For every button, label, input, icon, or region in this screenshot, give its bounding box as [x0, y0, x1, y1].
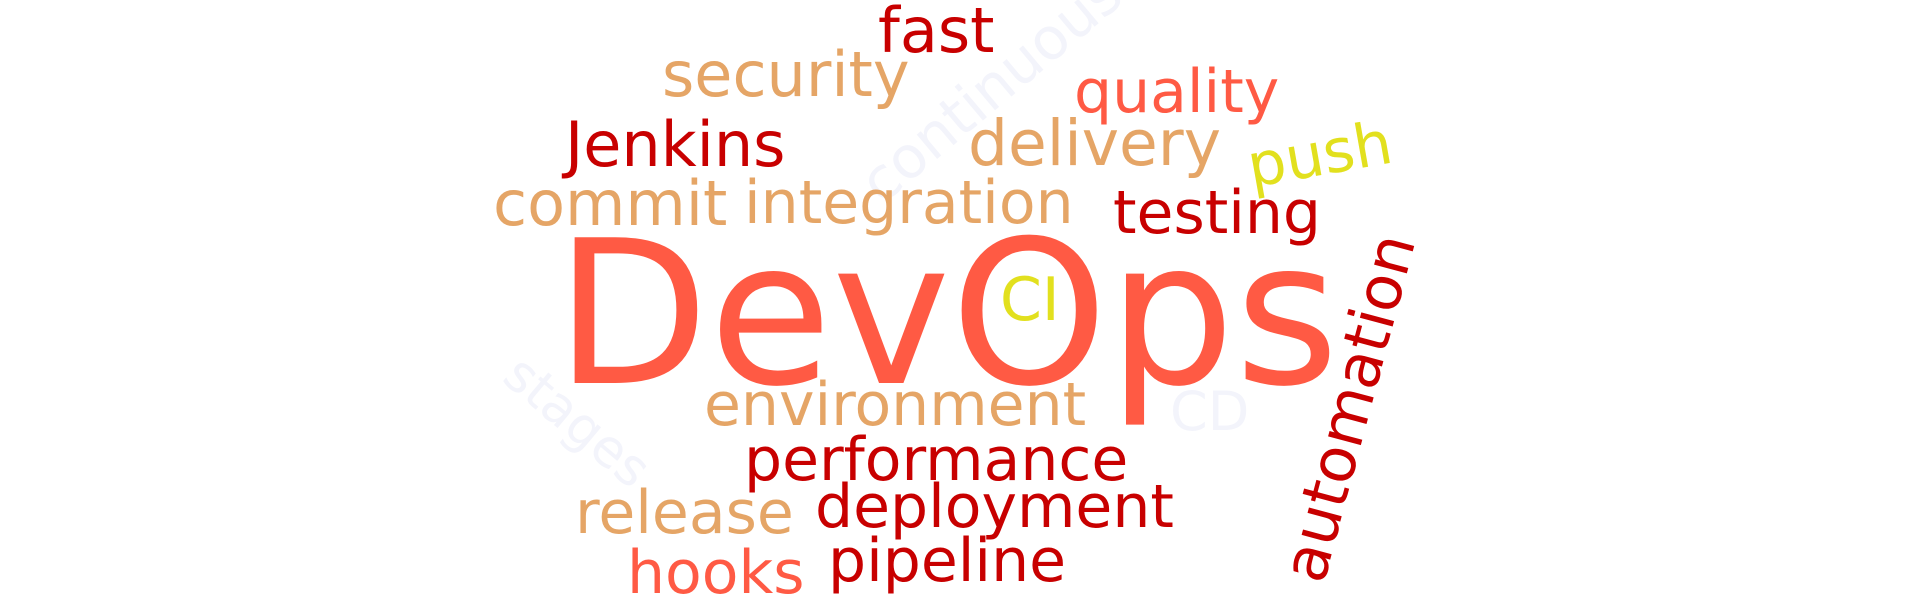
word-release: release — [575, 478, 794, 548]
word-jenkins: Jenkins — [565, 108, 786, 181]
word-quality: quality — [1074, 57, 1280, 127]
word-testing: testing — [1113, 178, 1322, 248]
word-devops: DevOps — [555, 198, 1339, 431]
word-environment: environment — [704, 370, 1087, 440]
word-hooks: hooks — [627, 538, 805, 600]
word-deployment: deployment — [815, 472, 1174, 542]
word-fast: fast — [878, 0, 995, 67]
word-security: security — [662, 38, 910, 111]
word-ci: CI — [1000, 265, 1060, 335]
word-performance: performance — [744, 425, 1129, 495]
word-commit: commit — [493, 167, 728, 240]
word-cd: CD — [1170, 380, 1250, 443]
word-pipeline: pipeline — [828, 526, 1067, 596]
word-integration: integration — [744, 168, 1074, 238]
word-delivery: delivery — [968, 107, 1221, 180]
